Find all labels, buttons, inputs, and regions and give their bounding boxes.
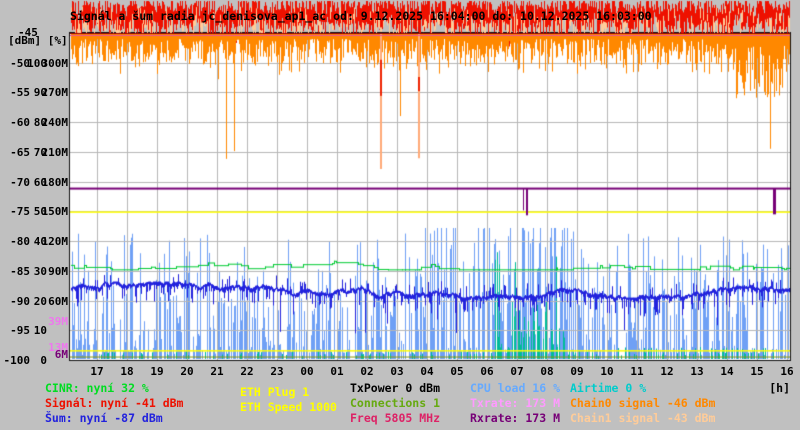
y-tick-pct: 40 [33,235,47,249]
legend-item: CINR: nyní 32 % [45,381,149,395]
legend-item: Chain1 signal -43 dBm [570,411,716,425]
y-tick-dbm-top: -45 [18,26,38,39]
legend-item: Rxrate: 173 M [470,411,561,425]
y-axis-row: -55 90 270M [0,86,69,100]
x-tick-hour: 02 [360,365,374,378]
y-tick-dbm: -70 [10,175,30,189]
y-axis-row: -90 20 60M [0,294,68,308]
legend-item: Šum: nyní -87 dBm [45,411,163,425]
y-tick-pct: 0 [40,354,47,367]
x-axis-unit: [h] [769,381,790,395]
y-tick-pct: 20 [33,294,47,308]
x-tick-hour: 22 [240,365,254,378]
legend-item: Connections 1 [350,396,441,410]
y-tick-dbm: -50 [10,56,30,70]
y-tick-rate: 60M [48,294,68,308]
legend-item: ETH Plug 1 [240,385,310,399]
y-axis-row: -95 10 [0,324,68,338]
y-tick-rate: 120M [41,235,69,249]
x-tick-hour: 23 [270,365,284,378]
x-tick-hour: 18 [120,365,134,378]
x-tick-hour: 09 [570,365,584,378]
y-tick-pct: 70 [33,145,47,159]
y-axis-row: -100 0 [0,354,68,367]
x-tick-hour: 06 [480,365,494,378]
y-tick-pct: 100 [27,56,47,70]
legend-item: Signál: nyní -41 dBm [45,396,184,410]
y-tick-rate: 240M [41,116,69,130]
y-axis-row: -50 100 300M [0,56,69,70]
x-tick-hour: 16 [780,365,794,378]
y-tick-dbm: -65 [10,145,30,159]
y-tick-dbm: -90 [10,294,30,308]
y-tick-pct: 10 [33,324,47,338]
y-axis-row: -65 70 210M [0,145,69,159]
x-tick-hour: 00 [300,365,314,378]
x-tick-hour: 01 [330,365,344,378]
y-axis-units: [dBm] [%] [8,34,68,47]
y-tick-rate: 210M [41,145,69,159]
x-tick-hour: 17 [90,365,104,378]
x-tick-hour: 10 [600,365,614,378]
y-tick-dbm: -95 [10,324,30,338]
y-axis-row: -75 50 150M [0,205,69,219]
y-tick-pct: 30 [33,264,47,278]
y-axis-row: -60 80 240M [0,116,69,130]
y-tick-dbm: -85 [10,264,30,278]
x-tick-hour: 05 [450,365,464,378]
x-tick-hour: 04 [420,365,434,378]
x-tick-hour: 11 [630,365,644,378]
x-tick-hour: 19 [150,365,164,378]
legend-item: Freq 5805 MHz [350,411,441,425]
y-tick-rate: 180M [41,175,69,189]
y-axis-row: -80 40 120M [0,235,69,249]
y-axis-row: -85 30 90M [0,264,68,278]
legend-item: Txrate: 173 M [470,396,561,410]
y-tick-pct: 90 [33,86,47,100]
x-tick-hour: 20 [180,365,194,378]
y-tick-rate: 270M [41,86,69,100]
y-tick-pct: 80 [33,116,47,130]
y-tick-dbm: -100 [3,354,31,367]
y-tick-rate: 90M [48,264,68,278]
y-tick-dbm: -75 [10,205,30,219]
x-tick-hour: 14 [720,365,734,378]
legend-item: ETH Speed 1000 [240,400,337,414]
y-axis-row: -70 60 180M [0,175,69,189]
y-tick-dbm: -60 [10,116,30,130]
y-tick-rate-extra: 13M [48,341,68,355]
legend-item: TxPower 0 dBm [350,381,441,395]
x-tick-hour: 08 [540,365,554,378]
y-tick-dbm: -80 [10,235,30,249]
y-tick-rate-extra: 6M [54,348,68,362]
y-tick-rate: 300M [41,56,69,70]
chart-title: Signál a šum radia jc_denisova_ap1_ac od… [70,9,652,23]
y-tick-pct: 60 [33,175,47,189]
y-tick-pct: 50 [33,205,47,219]
legend-item: CPU load 16 % [470,381,561,395]
x-tick-hour: 13 [690,365,704,378]
y-tick-rate: 150M [41,205,69,219]
x-tick-hour: 21 [210,365,224,378]
x-tick-hour: 15 [750,365,764,378]
y-tick-dbm: -55 [10,86,30,100]
y-tick-rate-extra: 39M [48,315,68,329]
x-tick-hour: 12 [660,365,674,378]
legend-item: Chain0 signal -46 dBm [570,396,716,410]
x-tick-hour: 03 [390,365,404,378]
legend-item: Airtime 0 % [570,381,647,395]
x-tick-hour: 07 [510,365,524,378]
